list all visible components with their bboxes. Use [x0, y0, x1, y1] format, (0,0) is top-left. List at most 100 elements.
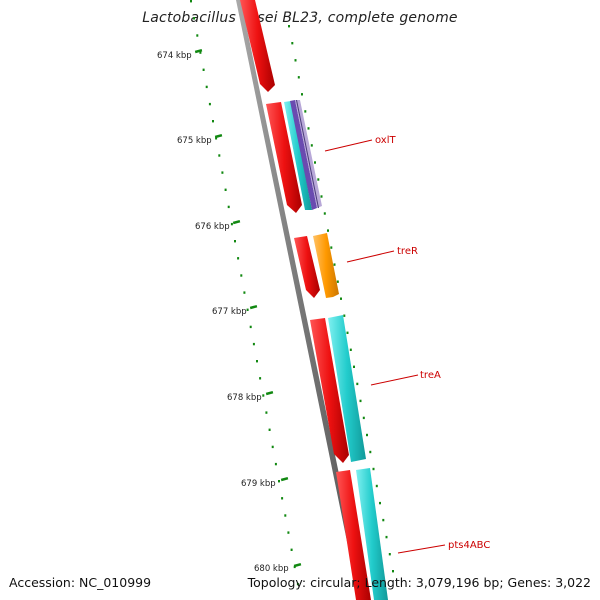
kbp-label-680: 680 kbp — [254, 564, 289, 574]
scale-dot — [307, 127, 310, 130]
scale-dot — [290, 548, 293, 551]
scale-dot — [372, 467, 375, 471]
gene-label-treR[interactable]: treR — [397, 246, 418, 257]
kbp-label-678: 678 kbp — [227, 393, 262, 403]
scale-dot — [297, 76, 300, 79]
scale-dot — [330, 246, 333, 249]
scale-dot — [375, 484, 378, 488]
scale-dot — [265, 411, 268, 414]
scale-dot — [262, 394, 265, 397]
scale-dot — [215, 137, 218, 140]
gene-label-treA[interactable]: treA — [420, 370, 441, 381]
scale-dot — [296, 582, 299, 586]
scale-dot — [246, 308, 249, 311]
scale-dot — [346, 331, 349, 334]
scale-dot — [237, 257, 240, 260]
scale-dot — [218, 154, 221, 157]
scale-dot — [294, 59, 297, 62]
accession-text: Accession: NC_010999 — [9, 575, 152, 590]
scale-dot — [340, 297, 342, 300]
cds-feature-pts-red[interactable] — [336, 470, 371, 600]
scale-dot — [366, 433, 368, 437]
scale-dot — [230, 222, 233, 226]
kbp-marker-677: 677 kbp — [212, 304, 258, 317]
scale-dot — [284, 514, 287, 517]
leader-line-treR — [346, 250, 395, 263]
scale-dot — [336, 280, 339, 283]
cds-feature-top[interactable] — [240, 0, 275, 92]
scale-dot — [359, 399, 362, 403]
scale-dot — [278, 480, 280, 483]
leader-line-pts4ABC — [397, 544, 446, 554]
kbp-marker-680: 680 kbp — [254, 562, 302, 574]
scale-dot — [310, 144, 313, 147]
scale-ticks — [190, 0, 299, 586]
scale-dot — [243, 291, 246, 294]
kbp-label-674: 674 kbp — [157, 51, 192, 61]
scale-dot — [301, 93, 303, 96]
kbp-marker-675: 675 kbp — [177, 133, 223, 146]
scale-dot — [190, 0, 192, 3]
scale-dot — [274, 462, 277, 466]
scale-dot — [256, 360, 258, 363]
scale-dot — [323, 212, 326, 215]
scale-dot — [385, 535, 388, 539]
scale-dot — [349, 348, 352, 351]
scale-dot — [212, 120, 214, 123]
scale-dot — [327, 229, 329, 232]
kbp-label-679: 679 kbp — [241, 479, 276, 489]
scale-dot — [362, 416, 365, 420]
gene-pts4ABC[interactable] — [356, 468, 388, 600]
scale-dot — [314, 161, 316, 164]
scale-dot — [388, 553, 391, 556]
scale-dot — [268, 428, 271, 431]
kbp-label-677: 677 kbp — [212, 307, 247, 317]
genome-title: Lactobacillus casei BL23, complete genom… — [142, 10, 458, 26]
kbp-marker-679: 679 kbp — [241, 476, 289, 489]
scale-dot — [343, 314, 346, 317]
scale-dot — [281, 497, 284, 500]
scale-dot — [252, 342, 255, 346]
scale-dot — [304, 110, 307, 113]
scale-dot — [193, 17, 196, 20]
scale-dot — [259, 377, 262, 380]
scale-dot — [224, 188, 227, 191]
scale-dot — [333, 263, 336, 266]
scale-dot — [205, 85, 208, 89]
scale-dot — [208, 102, 211, 106]
scale-dot — [196, 34, 199, 37]
scale-dot — [249, 325, 252, 329]
scale-dot — [379, 501, 381, 505]
kbp-label-675: 675 kbp — [177, 136, 212, 146]
scale-dot — [199, 51, 202, 54]
gene-treA[interactable] — [328, 315, 366, 462]
gene-label-pts4ABC[interactable]: pts4ABC — [448, 540, 490, 551]
gene-treR[interactable] — [313, 233, 339, 298]
scale-dot — [271, 445, 274, 449]
kbp-label-676: 676 kbp — [195, 222, 230, 232]
scale-dot — [240, 274, 243, 277]
scale-dot — [392, 570, 394, 573]
cds-feature-treR-red[interactable] — [294, 236, 320, 298]
genome-summary-text: Topology: circular; Length: 3,079,196 bp… — [247, 575, 591, 590]
scale-dot — [288, 25, 290, 28]
scale-dot — [227, 205, 230, 209]
scale-dot — [369, 450, 372, 454]
cds-feature-oxlT-red[interactable] — [266, 102, 302, 213]
kbp-marker-676: 676 kbp — [195, 219, 241, 232]
kbp-marker-674: 674 kbp — [157, 48, 203, 61]
scale-dot — [320, 195, 323, 198]
scale-dot — [287, 531, 290, 534]
gene-label-oxlT[interactable]: oxlT — [375, 135, 397, 146]
gene-oxlT[interactable] — [284, 100, 322, 210]
scale-dot — [317, 178, 320, 181]
scale-dot — [234, 240, 236, 243]
scale-dot — [356, 382, 359, 386]
cds-feature-treA-red[interactable] — [310, 318, 349, 463]
scale-dot — [221, 171, 224, 174]
scale-dot — [202, 68, 205, 71]
outer-scale-ticks — [288, 25, 394, 573]
genome-backbone — [236, 0, 365, 600]
scale-dot — [353, 365, 355, 368]
